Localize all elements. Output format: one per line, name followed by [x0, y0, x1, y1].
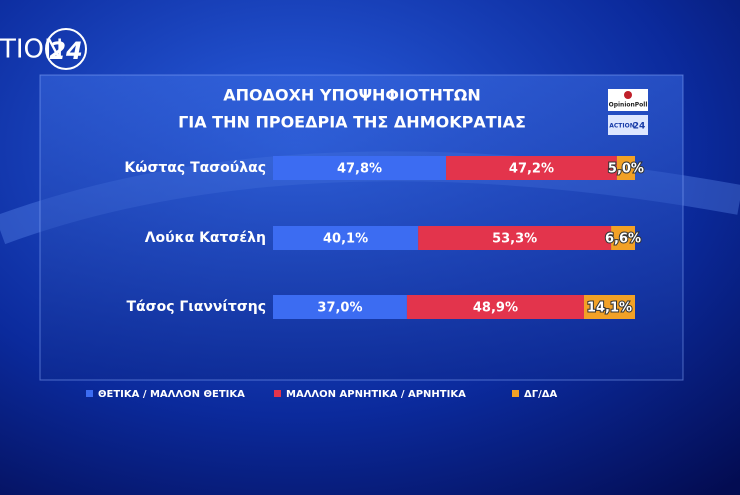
bar-segment — [583, 295, 635, 319]
chart-subtitle: ΓΙΑ ΤΗΝ ΠΡΟΕΔΡΙΑ ΤΗΣ ΔΗΜΟΚΡΑΤΙΑΣ — [178, 113, 526, 132]
bar-segment — [273, 226, 419, 250]
poll-logo-dot — [624, 91, 632, 99]
poll-logo: OpinionPoll — [609, 102, 648, 109]
bar-segment — [616, 156, 635, 180]
channel-logo-number: 24 — [49, 37, 82, 65]
channel-logo-box — [608, 115, 648, 135]
channel-logo-small: ACTION — [609, 123, 635, 130]
value-label: 14,1% — [587, 301, 632, 316]
value-label: 6,6% — [605, 232, 641, 247]
bar-segment — [273, 156, 447, 180]
poll-logo-box — [608, 89, 648, 111]
bar-segment — [406, 295, 584, 319]
bar-segment — [611, 226, 635, 250]
channel-logo-small-number: 24 — [633, 122, 646, 132]
legend-swatch — [512, 390, 519, 397]
channel-logo-ring — [45, 28, 87, 70]
value-label: 47,2% — [509, 162, 554, 177]
value-label: 47,8% — [337, 162, 382, 177]
value-label: 37,0% — [317, 301, 362, 316]
value-label: 40,1% — [323, 232, 368, 247]
bar-segment — [273, 295, 407, 319]
channel-logo-text: TION — [0, 35, 63, 65]
legend-label: ΘΕΤΙΚΑ / ΜΑΛΛΟΝ ΘΕΤΙΚΑ — [98, 389, 245, 400]
legend-label: ΜΑΛΛΟΝ ΑΡΝΗΤΙΚΑ / ΑΡΝΗΤΙΚΑ — [286, 389, 466, 400]
category-label: Τάσος Γιαννίτσης — [127, 299, 267, 315]
value-label: 53,3% — [492, 232, 537, 247]
category-label: Λούκα Κατσέλη — [145, 230, 266, 246]
legend-label: ΔΓ/ΔΑ — [524, 389, 558, 400]
legend-swatch — [274, 390, 281, 397]
legend-swatch — [86, 390, 93, 397]
value-label: 5,0% — [608, 162, 644, 177]
chart-title: ΑΠΟΔΟΧΗ ΥΠΟΨΗΦΙΟΤΗΤΩΝ — [223, 86, 481, 105]
bar-segment — [418, 226, 612, 250]
category-label: Κώστας Τασούλας — [124, 160, 266, 176]
bar-segment — [446, 156, 617, 180]
value-label: 48,9% — [473, 301, 518, 316]
